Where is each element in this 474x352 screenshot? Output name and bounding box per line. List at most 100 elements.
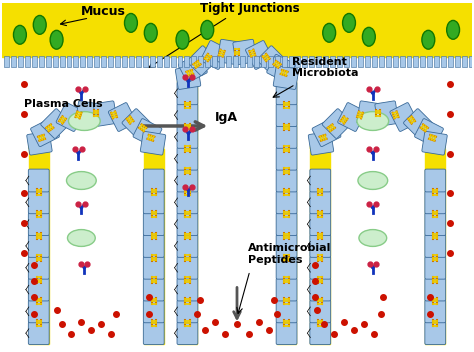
Bar bbox=[4, 56, 9, 67]
FancyBboxPatch shape bbox=[175, 66, 201, 89]
Bar bbox=[94, 56, 99, 67]
FancyBboxPatch shape bbox=[310, 278, 331, 301]
Bar bbox=[469, 56, 474, 67]
FancyBboxPatch shape bbox=[133, 119, 162, 146]
Ellipse shape bbox=[67, 230, 95, 246]
FancyBboxPatch shape bbox=[425, 256, 446, 279]
FancyBboxPatch shape bbox=[276, 278, 297, 301]
Bar bbox=[274, 56, 280, 67]
Bar bbox=[212, 56, 217, 67]
FancyBboxPatch shape bbox=[93, 101, 117, 126]
Bar bbox=[344, 56, 349, 67]
FancyBboxPatch shape bbox=[425, 213, 446, 235]
FancyBboxPatch shape bbox=[177, 256, 198, 279]
Bar bbox=[289, 56, 293, 67]
Bar bbox=[171, 56, 175, 67]
Bar bbox=[53, 56, 57, 67]
Bar bbox=[178, 56, 182, 67]
Bar bbox=[144, 149, 164, 344]
Bar bbox=[81, 56, 85, 67]
FancyBboxPatch shape bbox=[143, 300, 164, 323]
Bar bbox=[226, 56, 231, 67]
Bar bbox=[392, 56, 398, 67]
Ellipse shape bbox=[357, 112, 389, 131]
Bar bbox=[372, 56, 377, 67]
Bar bbox=[108, 56, 113, 67]
Bar bbox=[310, 56, 314, 67]
FancyBboxPatch shape bbox=[143, 213, 164, 235]
FancyBboxPatch shape bbox=[178, 55, 207, 82]
Bar bbox=[295, 56, 301, 67]
FancyBboxPatch shape bbox=[27, 131, 52, 155]
Polygon shape bbox=[310, 107, 445, 149]
Bar bbox=[365, 56, 370, 67]
Bar bbox=[198, 56, 203, 67]
Bar bbox=[87, 56, 92, 67]
Bar bbox=[136, 56, 141, 67]
FancyBboxPatch shape bbox=[201, 40, 228, 69]
FancyBboxPatch shape bbox=[28, 169, 49, 192]
Bar bbox=[233, 56, 238, 67]
Bar bbox=[66, 56, 72, 67]
Bar bbox=[205, 56, 210, 67]
Ellipse shape bbox=[176, 30, 189, 49]
Text: Resident
Microbiota: Resident Microbiota bbox=[292, 57, 358, 78]
FancyBboxPatch shape bbox=[246, 40, 273, 69]
FancyBboxPatch shape bbox=[28, 256, 49, 279]
Bar bbox=[129, 56, 134, 67]
Bar bbox=[247, 56, 252, 67]
FancyBboxPatch shape bbox=[177, 234, 198, 257]
FancyBboxPatch shape bbox=[177, 126, 198, 148]
Bar bbox=[441, 56, 446, 67]
Bar bbox=[32, 56, 37, 67]
FancyBboxPatch shape bbox=[308, 131, 334, 155]
FancyBboxPatch shape bbox=[425, 278, 446, 301]
Ellipse shape bbox=[201, 20, 214, 39]
FancyBboxPatch shape bbox=[276, 213, 297, 235]
FancyBboxPatch shape bbox=[187, 46, 217, 76]
Bar bbox=[25, 56, 30, 67]
FancyBboxPatch shape bbox=[375, 101, 399, 126]
Bar bbox=[268, 56, 273, 67]
FancyBboxPatch shape bbox=[425, 191, 446, 214]
FancyBboxPatch shape bbox=[422, 131, 447, 155]
FancyBboxPatch shape bbox=[177, 104, 198, 126]
FancyBboxPatch shape bbox=[310, 191, 331, 214]
FancyBboxPatch shape bbox=[276, 191, 297, 214]
FancyBboxPatch shape bbox=[322, 109, 352, 138]
FancyBboxPatch shape bbox=[310, 300, 331, 323]
Bar bbox=[143, 56, 148, 67]
FancyBboxPatch shape bbox=[122, 109, 152, 138]
Bar bbox=[2, 0, 472, 57]
FancyBboxPatch shape bbox=[425, 300, 446, 323]
FancyBboxPatch shape bbox=[28, 322, 49, 345]
Bar bbox=[428, 56, 432, 67]
Ellipse shape bbox=[68, 112, 100, 131]
Ellipse shape bbox=[363, 27, 375, 46]
FancyBboxPatch shape bbox=[273, 66, 299, 89]
Bar bbox=[39, 56, 44, 67]
FancyBboxPatch shape bbox=[276, 234, 297, 257]
FancyBboxPatch shape bbox=[276, 82, 297, 105]
FancyBboxPatch shape bbox=[143, 169, 164, 192]
Polygon shape bbox=[178, 45, 296, 82]
Bar bbox=[277, 82, 296, 344]
Bar bbox=[323, 56, 328, 67]
FancyBboxPatch shape bbox=[357, 101, 381, 126]
FancyBboxPatch shape bbox=[425, 234, 446, 257]
Bar bbox=[73, 56, 78, 67]
FancyBboxPatch shape bbox=[310, 256, 331, 279]
Bar bbox=[46, 56, 51, 67]
Bar bbox=[101, 56, 106, 67]
FancyBboxPatch shape bbox=[28, 213, 49, 235]
FancyBboxPatch shape bbox=[56, 102, 84, 131]
FancyBboxPatch shape bbox=[415, 119, 443, 146]
Text: Tight Junctions: Tight Junctions bbox=[200, 2, 300, 15]
FancyBboxPatch shape bbox=[390, 102, 418, 131]
Ellipse shape bbox=[13, 25, 27, 44]
FancyBboxPatch shape bbox=[75, 101, 99, 126]
FancyBboxPatch shape bbox=[276, 322, 297, 345]
FancyBboxPatch shape bbox=[31, 119, 59, 146]
FancyBboxPatch shape bbox=[143, 256, 164, 279]
Bar bbox=[462, 56, 467, 67]
